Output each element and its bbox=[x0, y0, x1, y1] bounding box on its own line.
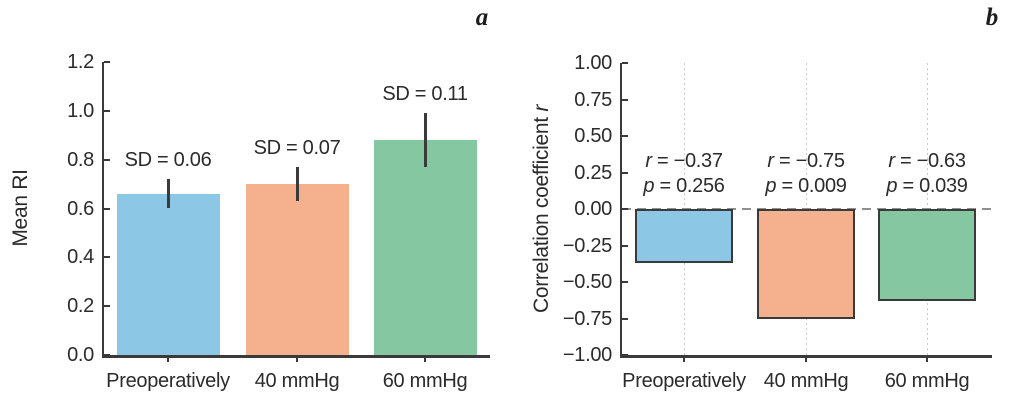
ytick-label: 1.00 bbox=[574, 52, 612, 74]
x-axis-a bbox=[102, 355, 490, 358]
annotation-p-value: p = 0.009 bbox=[765, 175, 847, 197]
bar-preoperatively bbox=[116, 193, 220, 355]
x-tick bbox=[296, 358, 298, 362]
error-bar-preoperatively bbox=[166, 179, 170, 209]
x-axis-b bbox=[620, 355, 992, 358]
y-tick bbox=[622, 354, 628, 356]
ytick-label: 1.2 bbox=[67, 51, 94, 73]
bar-40-mmhg bbox=[757, 209, 855, 319]
y-tick bbox=[104, 354, 110, 356]
y-tick bbox=[104, 256, 110, 259]
category-label-60-mmhg: 60 mmHg bbox=[382, 370, 468, 392]
ytick-label: 0.2 bbox=[67, 295, 94, 318]
x-tick bbox=[926, 358, 928, 362]
y-tick bbox=[622, 208, 628, 210]
sd-label-60-mmhg: SD = 0.11 bbox=[382, 83, 468, 106]
ytick-label: 0.6 bbox=[67, 197, 94, 220]
annotation-p-value: p = 0.039 bbox=[886, 175, 968, 197]
annotation-r-value: r = −0.63 bbox=[888, 150, 966, 172]
sd-label-preoperatively: SD = 0.06 bbox=[124, 149, 212, 172]
y-tick bbox=[104, 109, 110, 112]
y-tick bbox=[622, 98, 628, 101]
ytick-label: −0.75 bbox=[562, 307, 612, 330]
bar-60-mmhg bbox=[373, 140, 477, 355]
panel-a-label: a bbox=[475, 4, 489, 31]
category-label-preoperatively: Preoperatively bbox=[622, 370, 746, 392]
ytick-label: −1.00 bbox=[562, 344, 612, 366]
x-tick bbox=[424, 358, 426, 362]
ytick-label: 0.25 bbox=[574, 161, 612, 184]
annotation-p-value: p = 0.256 bbox=[643, 175, 725, 197]
error-bar-40-mmhg bbox=[295, 166, 299, 202]
ytick-label: 0.0 bbox=[67, 344, 94, 366]
panel-b-label: b bbox=[985, 4, 999, 31]
y-tick bbox=[622, 244, 628, 247]
y-axis-b bbox=[620, 63, 622, 358]
bar-60-mmhg bbox=[878, 209, 976, 301]
y-tick bbox=[622, 317, 628, 320]
y-tick bbox=[104, 207, 110, 210]
annotation-40-mmhg: r = −0.75 p = 0.009 bbox=[741, 149, 871, 199]
ytick-label: 1.0 bbox=[67, 99, 94, 122]
y-tick bbox=[622, 62, 628, 64]
x-tick bbox=[167, 358, 169, 362]
sd-label-40-mmhg: SD = 0.07 bbox=[253, 136, 341, 159]
y-tick bbox=[104, 158, 110, 161]
y-tick bbox=[104, 61, 110, 63]
ytick-label: 0.4 bbox=[67, 246, 94, 269]
y-tick bbox=[622, 281, 628, 283]
category-label-40-mmhg: 40 mmHg bbox=[763, 370, 849, 392]
bar-40-mmhg bbox=[245, 184, 349, 355]
ytick-label: 0.75 bbox=[574, 88, 612, 111]
ytick-label: 0.8 bbox=[67, 148, 94, 171]
ytick-label: −0.25 bbox=[562, 234, 612, 257]
annotation-60-mmhg: r = −0.63 p = 0.039 bbox=[862, 149, 992, 199]
annotation-preoperatively: r = −0.37 p = 0.256 bbox=[619, 149, 749, 199]
error-bar-60-mmhg bbox=[423, 113, 427, 167]
annotation-r-value: r = −0.37 bbox=[645, 150, 723, 172]
y-tick bbox=[104, 305, 110, 308]
category-label-preoperatively: Preoperatively bbox=[106, 370, 230, 392]
x-tick bbox=[683, 358, 685, 362]
bar-preoperatively bbox=[635, 209, 733, 264]
y-tick bbox=[622, 135, 628, 137]
ytick-label: 0.50 bbox=[574, 125, 612, 147]
category-label-40-mmhg: 40 mmHg bbox=[254, 370, 340, 392]
ytick-label: 0.00 bbox=[574, 198, 612, 220]
category-label-60-mmhg: 60 mmHg bbox=[884, 370, 970, 392]
ytick-label: −0.50 bbox=[562, 271, 612, 293]
x-tick bbox=[805, 358, 807, 362]
y-tick bbox=[622, 171, 628, 174]
y-axis-a bbox=[102, 62, 104, 358]
annotation-r-value: r = −0.75 bbox=[767, 150, 845, 172]
